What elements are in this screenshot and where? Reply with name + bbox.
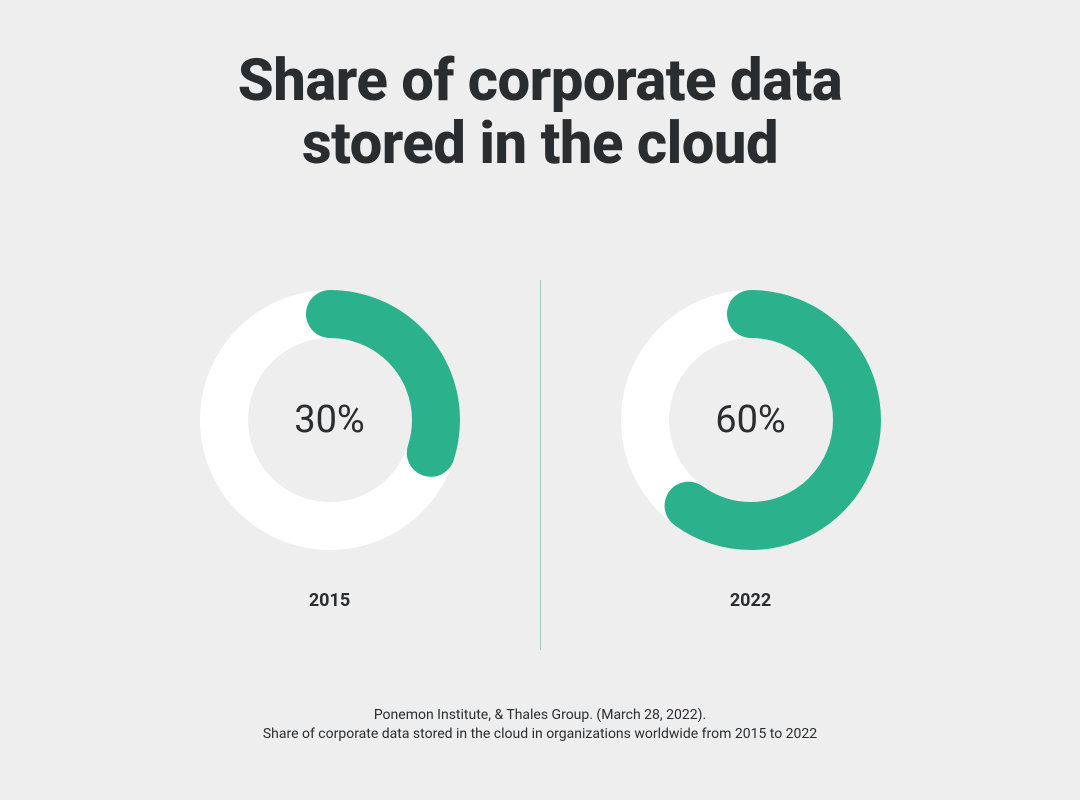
footer-line-2: Share of corporate data stored in the cl… [263, 726, 817, 742]
donut-2022: 60% [621, 290, 881, 550]
charts-row: 30% 2015 60% 2022 [0, 290, 1080, 630]
year-label-2015: 2015 [309, 590, 350, 611]
donut-center-label-2022: 60% [621, 290, 881, 550]
year-label-2022: 2022 [730, 590, 771, 611]
donut-center-label-2015: 30% [200, 290, 460, 550]
donut-2015: 30% [200, 290, 460, 550]
page-title: Share of corporate data stored in the cl… [0, 50, 1080, 175]
infographic-canvas: Share of corporate data stored in the cl… [0, 0, 1080, 800]
footer-line-1: Ponemon Institute, & Thales Group. (Marc… [374, 707, 706, 723]
source-footer: Ponemon Institute, & Thales Group. (Marc… [0, 706, 1080, 745]
title-line-2: stored in the cloud [302, 110, 778, 178]
chart-2015: 30% 2015 [120, 290, 540, 611]
chart-2022: 60% 2022 [541, 290, 961, 611]
title-line-1: Share of corporate data [238, 47, 842, 115]
